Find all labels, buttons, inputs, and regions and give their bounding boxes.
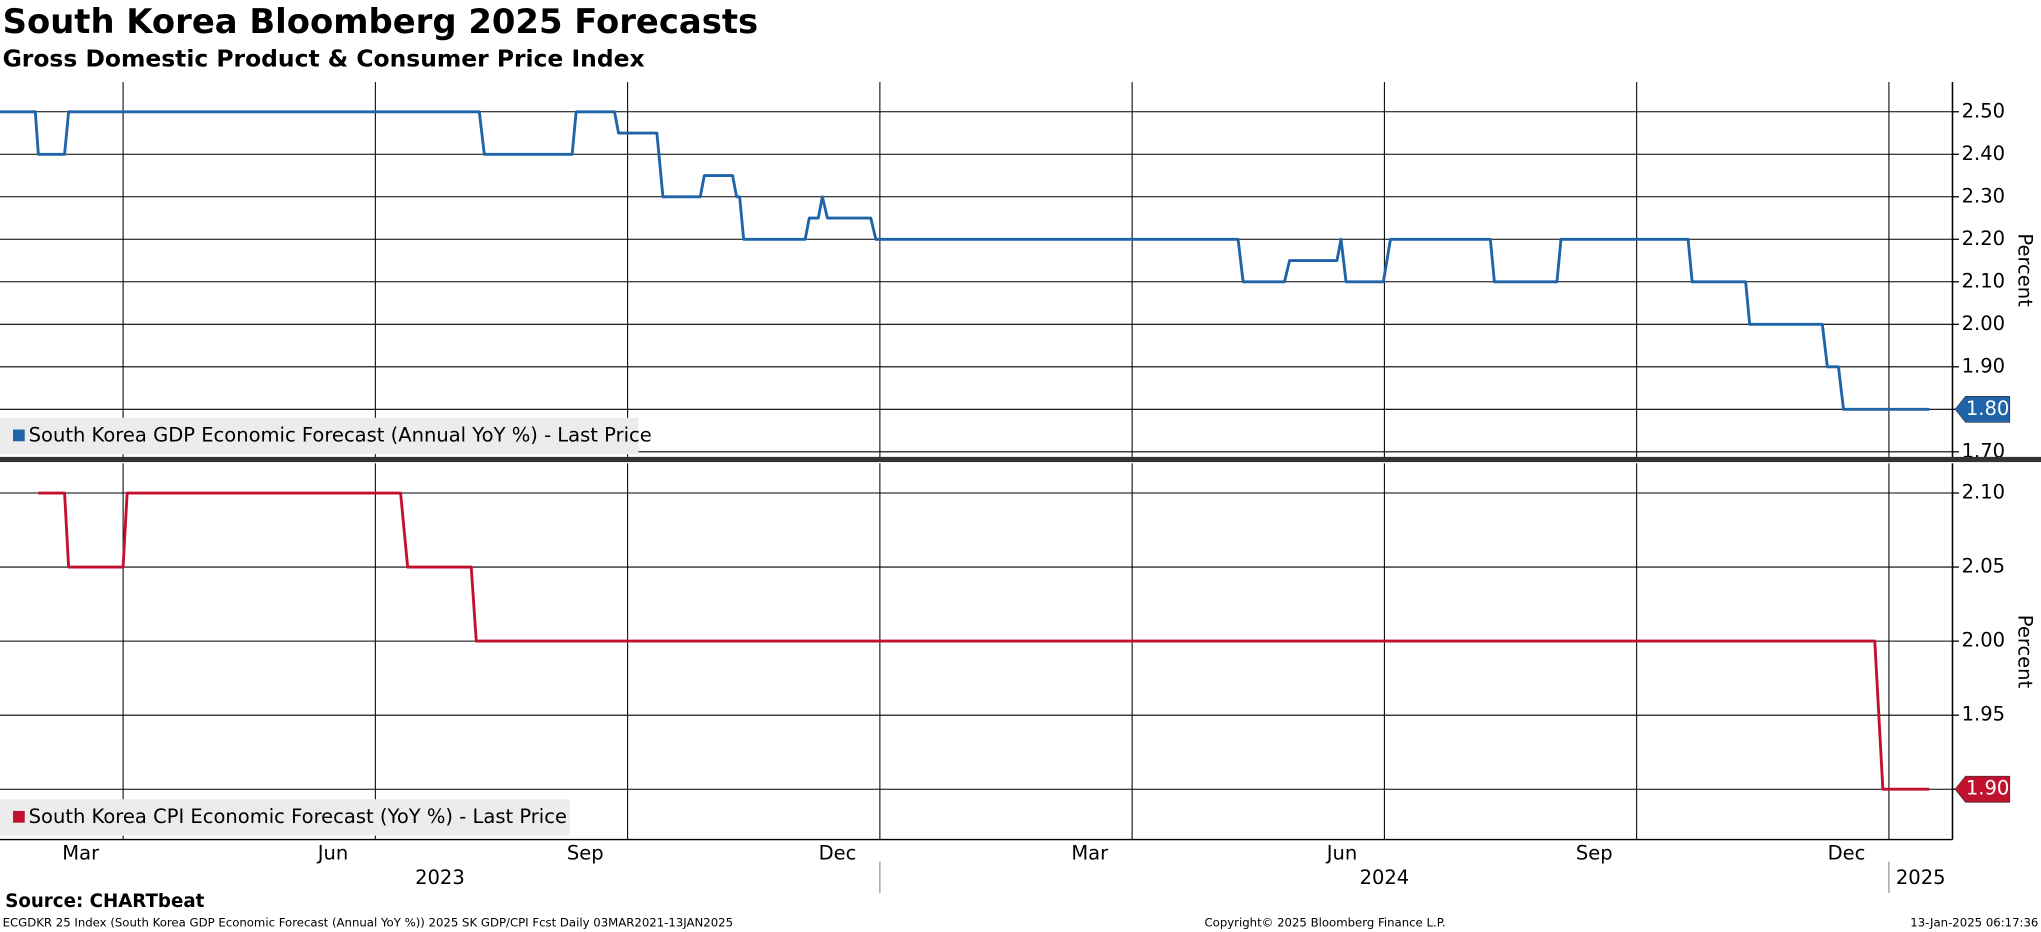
y-tick-label: 2.10 — [1962, 481, 2005, 504]
x-tick-label: Dec — [819, 841, 857, 864]
legend-swatch — [13, 429, 25, 442]
y-axis-label: Percent — [2014, 233, 2037, 307]
data-line — [0, 110, 1930, 411]
year-label: 2023 — [415, 866, 465, 889]
x-tick-label: Dec — [1828, 841, 1866, 864]
source: Source: CHARTbeat — [5, 891, 204, 912]
y-tick-label: 2.30 — [1962, 184, 2005, 207]
last-price-label: 1.90 — [1966, 777, 2009, 800]
legend-label: South Korea CPI Economic Forecast (YoY %… — [29, 805, 567, 828]
chart-subtitle: Gross Domestic Product & Consumer Price … — [3, 44, 645, 72]
year-label: 2025 — [1896, 866, 1946, 889]
legend-box — [0, 417, 639, 455]
last-price-tag — [1954, 395, 2011, 423]
y-tick-label: 2.10 — [1962, 269, 2005, 292]
panel-separator — [0, 456, 2041, 463]
y-tick-label: 2.40 — [1962, 142, 2005, 165]
y-tick-label: 2.50 — [1962, 99, 2005, 122]
legend-label: South Korea GDP Economic Forecast (Annua… — [29, 424, 652, 447]
x-tick-label: Jun — [316, 841, 349, 864]
chart-title: South Korea Bloomberg 2025 Forecasts — [3, 2, 759, 41]
y-tick-label: 1.95 — [1962, 703, 2005, 726]
last-price-label: 1.80 — [1966, 397, 2009, 420]
last-price-tag — [1954, 775, 2011, 803]
x-tick-label: Mar — [62, 841, 100, 864]
y-tick-label: 1.90 — [1962, 354, 2005, 377]
footer-right: 13-Jan-2025 06:17:36 — [1910, 915, 2038, 929]
footer-left: ECGDKR 25 Index (South Korea GDP Economi… — [3, 915, 733, 929]
y-tick-label: 1.70 — [1962, 439, 2005, 462]
data-line — [38, 491, 1930, 791]
legend-swatch — [13, 810, 25, 823]
y-tick-label: 2.20 — [1962, 227, 2005, 250]
x-tick-label: Sep — [567, 841, 604, 864]
year-label: 2024 — [1360, 866, 1410, 889]
legend-box — [0, 799, 570, 836]
x-tick-label: Sep — [1576, 841, 1613, 864]
x-tick-label: Mar — [1071, 841, 1109, 864]
footer-center: Copyright© 2025 Bloomberg Finance L.P. — [1204, 915, 1445, 929]
y-axis-label: Percent — [2014, 615, 2037, 689]
x-tick-label: Jun — [1325, 841, 1358, 864]
y-tick-label: 2.00 — [1962, 312, 2005, 335]
y-tick-label: 2.05 — [1962, 555, 2005, 578]
y-tick-label: 2.00 — [1962, 629, 2005, 652]
